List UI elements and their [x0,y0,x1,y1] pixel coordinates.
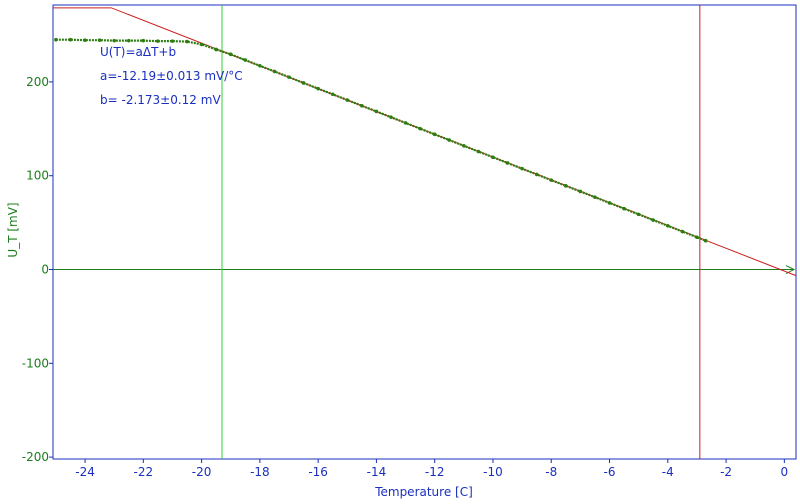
x-tick-label: -18 [250,465,270,479]
y-tick-label: 0 [41,263,49,277]
annotation-formula: U(T)=aΔT+b [100,45,176,59]
x-tick-label: -24 [75,465,95,479]
x-tick-label: 0 [781,465,789,479]
data-trace [55,38,707,242]
x-tick-label: -20 [192,465,212,479]
y-tick-label: -100 [22,356,49,370]
x-tick-label: -8 [545,465,557,479]
x-tick-label: -6 [604,465,616,479]
x-tick-label: -16 [308,465,328,479]
y-tick-label: 100 [26,169,49,183]
x-tick-label: -4 [662,465,674,479]
annotation-slope: a=-12.19±0.013 mV/°C [100,69,243,83]
plot-frame [52,4,797,460]
x-axis-title: Temperature [C] [374,485,473,499]
y-tick-label: 200 [26,75,49,89]
annotation-intercept: b= -2.173±0.12 mV [100,93,221,107]
x-tick-label: -14 [367,465,387,479]
x-tick-label: -22 [134,465,154,479]
y-tick-label: -200 [22,450,49,464]
zero-line-arrow [785,265,796,274]
y-axis-title: U_T [mV] [6,202,20,257]
x-tick-label: -2 [720,465,732,479]
x-tick-label: -10 [483,465,503,479]
x-tick-label: -12 [425,465,445,479]
